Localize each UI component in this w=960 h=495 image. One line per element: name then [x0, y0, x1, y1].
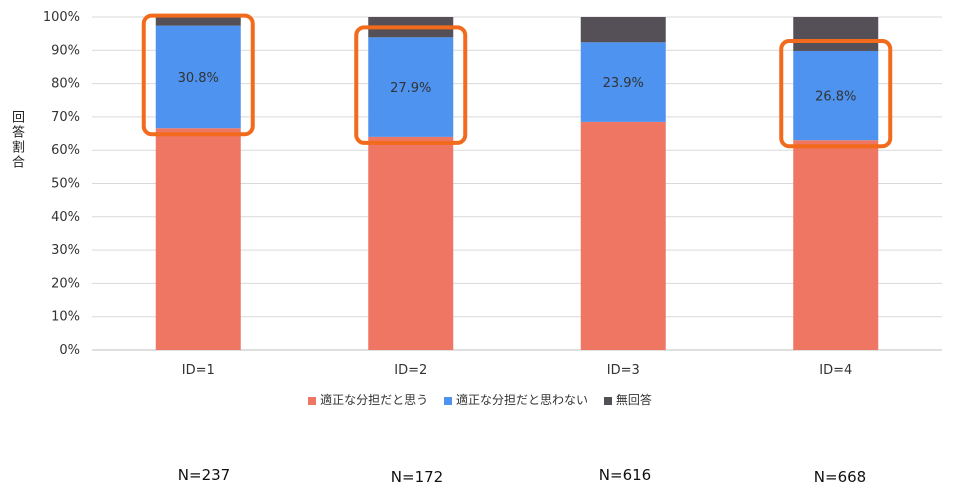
legend-swatch-disagree [443, 396, 452, 405]
highlight-frame-4 [779, 38, 893, 149]
y-tick-label: 0% [59, 343, 80, 358]
bar-segment-2-2 [368, 37, 454, 137]
legend-label-agree: 適正な分担だと思う [320, 393, 429, 407]
highlight-frame-1 [141, 13, 255, 137]
bar-segment-1-3 [580, 121, 666, 351]
data-label: 27.9% [390, 81, 431, 96]
y-tick-label: 60% [51, 143, 80, 158]
legend-item-disagree: 適正な分担だと思わない [443, 391, 588, 408]
sample-size-3: N=616 [598, 466, 652, 484]
y-tick-label: 80% [51, 77, 80, 92]
y-tick-label: 30% [51, 243, 80, 258]
legend-swatch-agree [308, 396, 317, 405]
x-tick-label: ID=3 [607, 363, 640, 378]
bar-segment-3-3 [580, 17, 666, 43]
y-tick-label: 40% [51, 210, 80, 225]
bar-segment-1-1 [155, 128, 241, 350]
legend-label-disagree: 適正な分担だと思わない [455, 393, 588, 407]
legend-label-no-answer: 無回答 [615, 393, 652, 407]
bar-segment-3-4 [793, 17, 879, 51]
y-tick-label: 90% [51, 43, 80, 58]
x-tick-label: ID=4 [819, 363, 852, 378]
y-axis-title: 回答割合 [9, 110, 24, 170]
highlight-frame-2 [354, 25, 468, 145]
x-tick-label: ID=1 [182, 363, 215, 378]
sample-size-2: N=172 [390, 468, 444, 486]
bar-segment-1-4 [793, 140, 879, 350]
y-tick-label: 70% [51, 110, 80, 125]
sample-size-1: N=237 [177, 466, 231, 484]
bar-segment-2-3 [580, 42, 666, 122]
y-tick-label: 20% [51, 276, 80, 291]
legend-item-no-answer: 無回答 [603, 391, 652, 408]
data-label: 30.8% [178, 71, 219, 86]
data-label: 26.8% [815, 90, 856, 105]
sample-size-4: N=668 [813, 468, 867, 486]
x-tick-label: ID=2 [394, 363, 427, 378]
bar-segment-1-2 [368, 136, 454, 350]
bar-segment-3-1 [155, 17, 241, 26]
y-tick-label: 10% [51, 310, 80, 325]
bar-segment-2-1 [155, 25, 241, 129]
legend-item-agree: 適正な分担だと思う [308, 391, 428, 408]
legend-swatch-no-answer [603, 396, 612, 405]
y-tick-label: 50% [51, 177, 80, 192]
bar-segment-2-4 [793, 50, 879, 141]
y-tick-label: 100% [43, 10, 80, 25]
data-label: 23.9% [603, 76, 644, 91]
legend: 適正な分担だと思う 適正な分担だと思わない 無回答 [0, 391, 960, 408]
